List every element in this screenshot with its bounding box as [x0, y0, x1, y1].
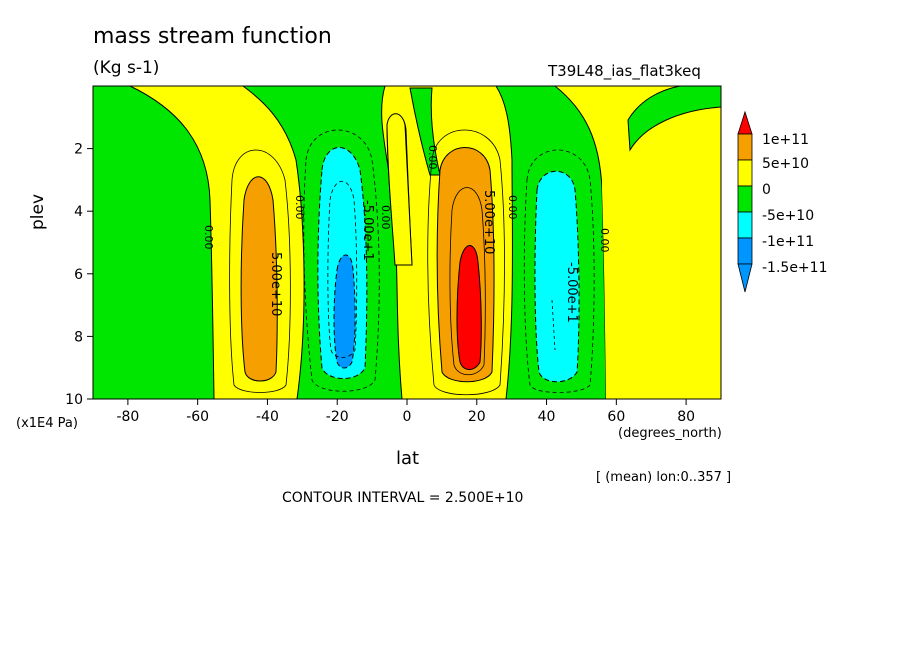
yellow-equator-tongue [386, 113, 413, 266]
x-tick-label: 40 [538, 409, 556, 425]
contour-label: -5.00e+1 [564, 262, 579, 323]
mean-note: [ (mean) lon:0..357 ] [596, 470, 732, 485]
y-axis: 2 4 6 8 10 [65, 142, 93, 408]
contour-label: 5.00e+10 [268, 252, 283, 316]
contour-hadley-south-outer [303, 129, 380, 392]
x-tick-label: -80 [116, 409, 139, 425]
contour-hadley-north-inner [449, 187, 486, 376]
contour-label: 0.00 [598, 228, 611, 253]
contour-label: 0.00 [379, 205, 392, 230]
colorbar-bin-blue [737, 237, 753, 265]
contour-label: 0.00 [426, 145, 439, 170]
blue-region-hadley-south [333, 254, 356, 369]
x-tick-label: 0 [403, 409, 412, 425]
contour-hadley-north-outer [427, 129, 505, 396]
colorbar-top-triangle [737, 110, 753, 135]
y-tick-label: 4 [74, 204, 83, 220]
colorbar-bin-green [737, 185, 753, 213]
contour-ferrel-south-outer [229, 149, 291, 393]
contour-interval: CONTOUR INTERVAL = 2.500E+10 [282, 490, 524, 506]
contour-label: 5.00e+10 [481, 190, 496, 254]
contour-label: 0.00 [202, 225, 215, 250]
x-axis: -80 -60 -40 -20 0 20 40 60 80 [116, 399, 695, 425]
contour-ferrel-north-inner [551, 299, 556, 351]
colorbar-bottom-triangle [737, 263, 753, 293]
green-region-north-polar [601, 86, 721, 399]
y-axis-unit: (x1E4 Pa) [16, 416, 78, 431]
run-name: T39L48_ias_flat3keq [548, 62, 701, 80]
legend-label: -5e+10 [762, 208, 814, 224]
contour-hadley-south-inner [327, 181, 358, 358]
chart-units: (Kg s-1) [93, 58, 160, 78]
colorbar-bin-orange [737, 133, 753, 161]
x-tick-label: -20 [326, 409, 349, 425]
green-region-south-polar [92, 85, 215, 400]
y-tick-label: 8 [74, 329, 83, 345]
colorbar-legend: 1e+11 5e+10 0 -5e+10 -1e+11 -1.5e+11 [737, 110, 827, 293]
legend-label: -1.5e+11 [762, 260, 827, 276]
legend-label: -1e+11 [762, 234, 814, 250]
chart-title: mass stream function [93, 24, 332, 49]
legend-label: 1e+11 [762, 132, 809, 148]
x-tick-label: -60 [186, 409, 209, 425]
y-tick-label: 10 [65, 392, 83, 408]
cyan-region-ferrel-north [534, 170, 580, 383]
x-axis-unit: (degrees_north) [618, 426, 722, 441]
x-tick-label: 60 [607, 409, 625, 425]
contour-label: -5.00e+1 [360, 200, 375, 261]
colorbar-bin-yellow [737, 159, 753, 187]
orange-region-ferrel-south [240, 176, 278, 382]
x-axis-label: lat [396, 448, 420, 469]
legend-label: 5e+10 [762, 156, 809, 172]
contour-ferrel-north-outer [523, 149, 595, 393]
x-tick-label: -40 [256, 409, 279, 425]
green-region-north-polar-fill [627, 85, 722, 152]
colorbar-bin-cyan [737, 211, 753, 239]
y-tick-label: 6 [74, 267, 83, 283]
contour-label: 0.00 [293, 195, 306, 220]
legend-label: 0 [762, 182, 771, 198]
y-tick-label: 2 [74, 142, 83, 158]
contour-label: 0.00 [506, 195, 519, 220]
x-tick-label: 80 [677, 409, 695, 425]
x-tick-label: 20 [468, 409, 486, 425]
red-region-hadley-north [456, 245, 482, 370]
